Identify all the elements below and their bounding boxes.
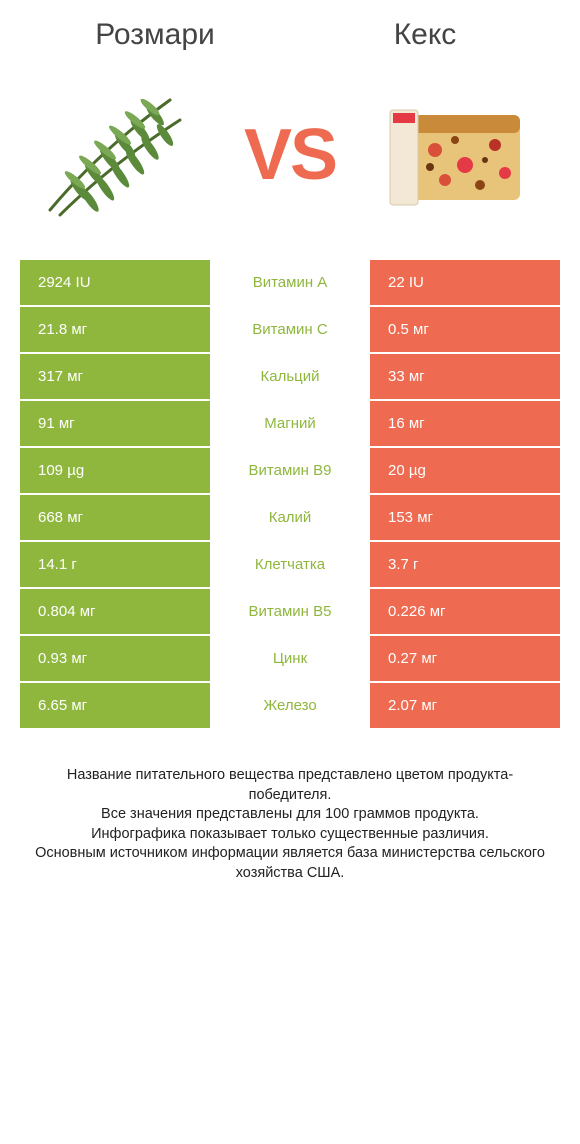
nutrient-label: Цинк — [210, 636, 370, 681]
value-left: 91 мг — [20, 401, 210, 446]
value-right: 20 µg — [370, 448, 560, 493]
value-right: 2.07 мг — [370, 683, 560, 728]
hero-row: VS — [20, 80, 560, 260]
table-row: 0.804 мгВитамин B50.226 мг — [20, 589, 560, 634]
vs-label: VS — [244, 114, 336, 196]
title-row: Розмари Кекс — [20, 18, 560, 52]
table-row: 14.1 гКлетчатка3.7 г — [20, 542, 560, 587]
table-row: 6.65 мгЖелезо2.07 мг — [20, 683, 560, 728]
footer-text: Название питательного вещества представл… — [20, 766, 560, 883]
footer-line: Инфографика показывает только существенн… — [26, 825, 554, 845]
value-right: 0.226 мг — [370, 589, 560, 634]
table-row: 317 мгКальций33 мг — [20, 354, 560, 399]
value-right: 0.27 мг — [370, 636, 560, 681]
value-right: 3.7 г — [370, 542, 560, 587]
nutrient-label: Витамин B5 — [210, 589, 370, 634]
table-row: 668 мгКалий153 мг — [20, 495, 560, 540]
table-row: 2924 IUВитамин A22 IU — [20, 260, 560, 305]
value-right: 22 IU — [370, 260, 560, 305]
value-left: 21.8 мг — [20, 307, 210, 352]
fruit-cake-icon — [370, 80, 550, 230]
table-row: 91 мгМагний16 мг — [20, 401, 560, 446]
value-left: 0.804 мг — [20, 589, 210, 634]
value-right: 0.5 мг — [370, 307, 560, 352]
nutrient-label: Клетчатка — [210, 542, 370, 587]
value-left: 0.93 мг — [20, 636, 210, 681]
table-row: 0.93 мгЦинк0.27 мг — [20, 636, 560, 681]
value-left: 668 мг — [20, 495, 210, 540]
value-left: 6.65 мг — [20, 683, 210, 728]
nutrient-label: Железо — [210, 683, 370, 728]
nutrient-label: Витамин B9 — [210, 448, 370, 493]
table-row: 21.8 мгВитамин C0.5 мг — [20, 307, 560, 352]
value-left: 2924 IU — [20, 260, 210, 305]
nutrient-label: Магний — [210, 401, 370, 446]
value-left: 109 µg — [20, 448, 210, 493]
nutrient-label: Витамин A — [210, 260, 370, 305]
value-right: 16 мг — [370, 401, 560, 446]
value-right: 153 мг — [370, 495, 560, 540]
comparison-table: 2924 IUВитамин A22 IU21.8 мгВитамин C0.5… — [20, 260, 560, 728]
table-row: 109 µgВитамин B920 µg — [20, 448, 560, 493]
title-right: Кекс — [290, 18, 560, 52]
title-left: Розмари — [20, 18, 290, 52]
value-left: 14.1 г — [20, 542, 210, 587]
footer-line: Название питательного вещества представл… — [26, 766, 554, 805]
rosemary-icon — [30, 80, 210, 230]
nutrient-label: Витамин C — [210, 307, 370, 352]
footer-line: Все значения представлены для 100 граммо… — [26, 805, 554, 825]
value-right: 33 мг — [370, 354, 560, 399]
nutrient-label: Кальций — [210, 354, 370, 399]
value-left: 317 мг — [20, 354, 210, 399]
footer-line: Основным источником информации является … — [26, 844, 554, 883]
nutrient-label: Калий — [210, 495, 370, 540]
